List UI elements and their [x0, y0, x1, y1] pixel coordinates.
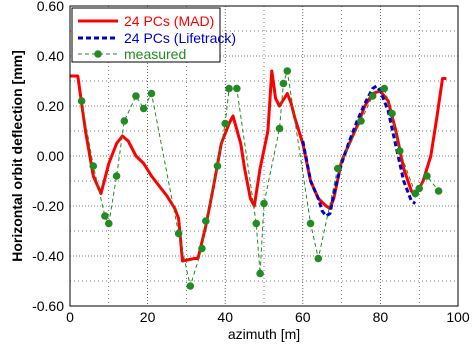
x-tick-label: 0: [66, 309, 74, 325]
data-point-measured: [202, 217, 210, 225]
data-point-measured: [283, 67, 292, 75]
data-point-measured: [357, 117, 365, 125]
data-point-measured: [333, 164, 342, 173]
data-point-measured: [260, 199, 268, 208]
x-tick-label: 80: [373, 309, 389, 325]
data-point-measured: [233, 84, 241, 93]
legend-label-lifetrack: 24 PCs (Lifetrack): [124, 30, 236, 46]
data-point-measured: [132, 92, 140, 100]
y-tick-label: -0.20: [32, 198, 64, 214]
data-point-measured: [186, 282, 195, 290]
data-point-measured: [434, 187, 443, 195]
data-point-measured: [112, 172, 121, 180]
legend: 24 PCs (MAD) 24 PCs (Lifetrack) measured: [71, 7, 236, 63]
data-point-measured: [120, 117, 129, 125]
y-axis-label: Horizontal orbit deflection [mm]: [9, 50, 25, 262]
y-tick-label: 0.60: [37, 0, 64, 14]
y-tick-label: 0.20: [37, 98, 64, 114]
data-point-measured: [423, 172, 431, 180]
legend-label-measured: measured: [124, 46, 186, 62]
data-point-measured: [221, 119, 229, 128]
data-point-measured: [213, 162, 222, 170]
x-tick-label: 60: [295, 309, 311, 325]
x-axis-label: azimuth [m]: [228, 326, 300, 342]
data-point-measured: [101, 212, 109, 220]
data-point-measured: [396, 147, 404, 155]
data-point-measured: [388, 109, 396, 118]
data-point-measured: [275, 124, 284, 133]
ticks: 0 20 40 60 80 100 0.60 0.40 0.20 0.00 -0.20 -0.40 -0…: [32, 0, 470, 325]
data-point-measured: [198, 244, 206, 253]
data-point-measured: [105, 219, 113, 228]
series-line-lifetrack: [301, 84, 417, 218]
y-tick-label: 0.40: [37, 48, 64, 64]
data-point-measured: [279, 79, 288, 88]
legend-label-mad: 24 PCs (MAD): [124, 13, 214, 29]
data-point-measured: [89, 162, 98, 170]
y-tick-label: -0.60: [32, 298, 64, 314]
y-tick-label: 0.00: [37, 148, 64, 164]
data-point-measured: [139, 104, 148, 113]
plot-frame: [69, 5, 459, 307]
data-point-measured: [380, 84, 389, 93]
series-line-mad: [70, 69, 447, 263]
legend-marker-measured: [94, 50, 102, 58]
data-point-measured: [368, 92, 377, 100]
data-point-measured: [147, 89, 156, 98]
data-point-measured: [252, 219, 261, 228]
data-point-measured: [77, 97, 86, 105]
data-point-measured: [314, 254, 323, 263]
series-layer: [70, 67, 447, 290]
x-tick-label: 100: [446, 309, 470, 325]
data-point-measured: [174, 229, 183, 238]
data-point-measured: [225, 84, 233, 93]
data-point-measured: [415, 184, 424, 193]
x-tick-label: 20: [140, 309, 156, 325]
series-line-measured: [81, 70, 439, 287]
data-point-measured: [306, 219, 315, 228]
x-tick-label: 40: [217, 309, 233, 325]
y-tick-label: -0.40: [32, 248, 64, 264]
data-point-measured: [256, 269, 264, 278]
